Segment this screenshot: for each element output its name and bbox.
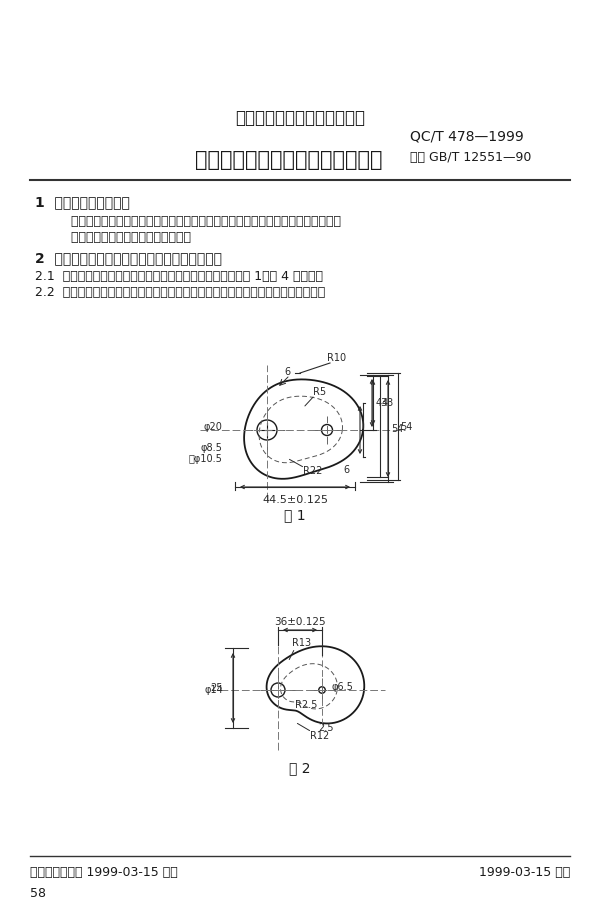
Text: R10: R10 <box>327 353 346 363</box>
Text: 6: 6 <box>284 367 290 377</box>
Text: φ14: φ14 <box>204 685 223 695</box>
Text: 6: 6 <box>343 465 349 475</box>
Text: 2.2  各型凸缘的内外轮廓线允许按需要确定，但所留周边宽度不得小于图中的规定。: 2.2 各型凸缘的内外轮廓线允许按需要确定，但所留周边宽度不得小于图中的规定。 <box>35 286 325 299</box>
Text: QC/T 478—1999: QC/T 478—1999 <box>410 129 524 143</box>
Text: 机械膜片式汽油泵凸缘的安装尺寸: 机械膜片式汽油泵凸缘的安装尺寸 <box>195 150 383 170</box>
Text: 58: 58 <box>30 887 46 899</box>
Text: R12: R12 <box>310 731 329 741</box>
Text: 或φ10.5: 或φ10.5 <box>188 454 222 464</box>
Text: 25: 25 <box>211 683 223 693</box>
Text: 本标准适用于汽车发动机用汽油泵。: 本标准适用于汽车发动机用汽油泵。 <box>55 230 191 244</box>
Text: 2.5: 2.5 <box>318 723 334 733</box>
Text: φ20: φ20 <box>203 422 222 432</box>
Text: R2.5: R2.5 <box>295 700 317 710</box>
Text: 中华人民共和国汽车行业标准: 中华人民共和国汽车行业标准 <box>235 109 365 127</box>
Text: 国家机械工业局 1999-03-15 批准: 国家机械工业局 1999-03-15 批准 <box>30 866 178 878</box>
Text: 1  主题内容与适用范围: 1 主题内容与适用范围 <box>35 195 130 209</box>
Text: R5: R5 <box>313 387 326 397</box>
Text: φ6.5: φ6.5 <box>332 682 354 692</box>
Text: 36±0.125: 36±0.125 <box>274 617 326 627</box>
Text: 44.5±0.125: 44.5±0.125 <box>262 495 328 505</box>
Text: φ8.5: φ8.5 <box>200 443 222 453</box>
Text: 54: 54 <box>391 424 403 434</box>
Text: 43: 43 <box>382 398 394 408</box>
Text: 43: 43 <box>376 397 388 407</box>
Text: 1999-03-15 实施: 1999-03-15 实施 <box>479 866 570 878</box>
Text: 2.1  机械膜片式汽油泵的凸缘形状和主要安装尺寸，应符合图 1～图 4 的规定。: 2.1 机械膜片式汽油泵的凸缘形状和主要安装尺寸，应符合图 1～图 4 的规定。 <box>35 269 323 282</box>
Text: 图 2: 图 2 <box>289 761 311 775</box>
Text: 本标准规定了机械膜片式汽油泵与发动机本体相连接凸缘的型式及主要安装尺寸。: 本标准规定了机械膜片式汽油泵与发动机本体相连接凸缘的型式及主要安装尺寸。 <box>55 215 341 227</box>
Text: 图 1: 图 1 <box>284 508 306 522</box>
Text: R22: R22 <box>303 466 322 476</box>
Text: 54: 54 <box>400 422 412 432</box>
Text: R13: R13 <box>292 638 311 648</box>
Text: 代替 GB/T 12551—90: 代替 GB/T 12551—90 <box>410 151 532 163</box>
Text: 2  机械膜片式汽油泵的凸缘形状和主要安装尺寸: 2 机械膜片式汽油泵的凸缘形状和主要安装尺寸 <box>35 251 222 265</box>
